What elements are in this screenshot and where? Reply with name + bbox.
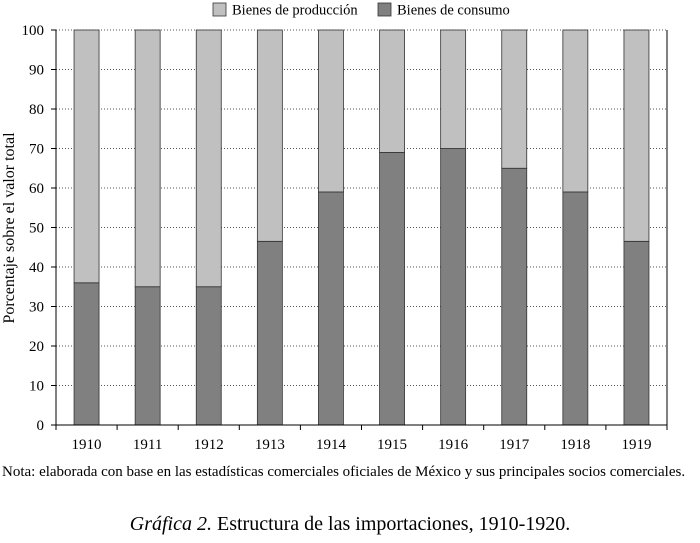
y-tick-label: 100 (22, 23, 45, 39)
x-tick-label: 1911 (133, 437, 162, 453)
y-tick-label: 70 (29, 142, 44, 158)
bar-segment-consumo-1911 (134, 286, 161, 426)
y-tick-label: 20 (29, 339, 44, 355)
bar-segment-consumo-1914 (318, 191, 344, 426)
y-tick-label: 50 (29, 221, 44, 237)
bar-segment-consumo-1915 (379, 152, 405, 426)
figure-caption: Gráfica 2. Estructura de las importacion… (0, 513, 700, 536)
y-tick-label: 0 (37, 418, 45, 434)
bar-segment-consumo-1913 (256, 240, 283, 426)
stacked-bar-chart: 0 10 20 30 40 50 60 70 80 90 100 1910 1911 1912 1913 19… (1, 2, 668, 453)
y-tick-label: 40 (29, 260, 44, 276)
bar-segment-consumo-1919 (623, 240, 650, 426)
bar-segment-consumo-1912 (195, 286, 222, 426)
bar-segment-produccion-1915 (379, 29, 405, 153)
caption-label: Gráfica 2. (129, 513, 212, 535)
bar-segment-consumo-1916 (440, 148, 467, 426)
x-tick-label: 1918 (560, 437, 590, 453)
bar-segment-produccion-1919 (623, 29, 650, 242)
x-tick-label: 1917 (499, 437, 530, 453)
bar-segment-produccion-1914 (318, 29, 344, 193)
legend-label: Bienes de producción (232, 3, 358, 19)
caption-text: Estructura de las importaciones, 1910-19… (216, 513, 571, 535)
bar-segment-produccion-1912 (195, 29, 222, 288)
bar-segment-consumo-1918 (562, 191, 589, 426)
bar-segment-consumo-1910 (73, 282, 100, 426)
x-tick-label: 1910 (72, 437, 102, 453)
x-tick-label: 1916 (438, 437, 469, 453)
legend-label: Bienes de consumo (397, 3, 510, 19)
axes: 0 10 20 30 40 50 60 70 80 90 100 1910 1911 1912 1913 19… (22, 23, 668, 453)
bar-segment-consumo-1917 (501, 167, 528, 426)
bar-segment-produccion-1911 (134, 29, 161, 288)
legend-swatch (377, 2, 392, 17)
x-tick-label: 1919 (621, 437, 651, 453)
x-tick-label: 1913 (255, 437, 285, 453)
x-tick-label: 1915 (377, 437, 407, 453)
x-tick-label: 1912 (194, 437, 224, 453)
chart-note: Nota: elaborada con base en las estadíst… (2, 464, 686, 480)
bar-segment-produccion-1910 (73, 29, 100, 284)
legend: Bienes de producción Bienes de consumo (212, 2, 510, 19)
y-tick-label: 80 (29, 102, 44, 118)
y-tick-label: 90 (29, 63, 44, 79)
y-axis-label: Porcentaje sobre el valor total (1, 132, 18, 324)
legend-swatch (212, 2, 227, 17)
bar-segment-produccion-1913 (256, 29, 283, 242)
bars (73, 29, 650, 426)
y-tick-label: 30 (29, 300, 44, 316)
bar-segment-produccion-1917 (501, 29, 528, 169)
bar-segment-produccion-1918 (562, 29, 589, 193)
y-tick-label: 60 (29, 181, 44, 197)
x-tick-label: 1914 (316, 437, 347, 453)
y-tick-label: 10 (29, 379, 44, 395)
bar-segment-produccion-1916 (440, 29, 467, 149)
